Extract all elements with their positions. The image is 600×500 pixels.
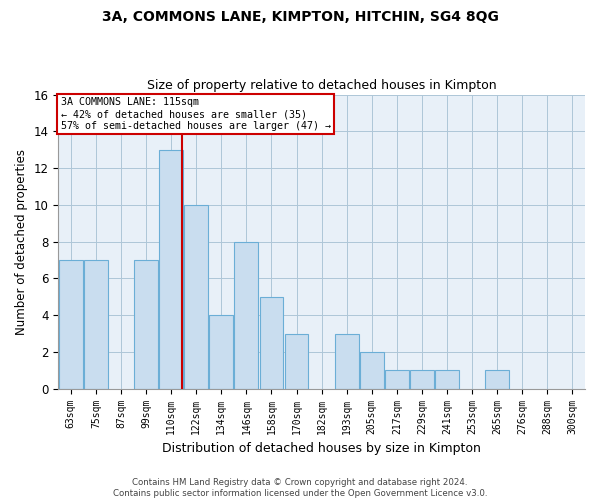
- Text: 3A COMMONS LANE: 115sqm
← 42% of detached houses are smaller (35)
57% of semi-de: 3A COMMONS LANE: 115sqm ← 42% of detache…: [61, 98, 331, 130]
- Bar: [184, 205, 208, 388]
- Bar: [360, 352, 384, 389]
- Bar: [410, 370, 434, 388]
- Text: 3A, COMMONS LANE, KIMPTON, HITCHIN, SG4 8QG: 3A, COMMONS LANE, KIMPTON, HITCHIN, SG4 …: [101, 10, 499, 24]
- Bar: [159, 150, 183, 388]
- Title: Size of property relative to detached houses in Kimpton: Size of property relative to detached ho…: [147, 79, 496, 92]
- Bar: [385, 370, 409, 388]
- Bar: [284, 334, 308, 388]
- Bar: [260, 297, 283, 388]
- Bar: [134, 260, 158, 388]
- Bar: [235, 242, 259, 388]
- Bar: [485, 370, 509, 388]
- Y-axis label: Number of detached properties: Number of detached properties: [15, 148, 28, 334]
- Bar: [84, 260, 108, 388]
- Text: Contains HM Land Registry data © Crown copyright and database right 2024.
Contai: Contains HM Land Registry data © Crown c…: [113, 478, 487, 498]
- Bar: [335, 334, 359, 388]
- Bar: [59, 260, 83, 388]
- Bar: [209, 315, 233, 388]
- Bar: [435, 370, 459, 388]
- X-axis label: Distribution of detached houses by size in Kimpton: Distribution of detached houses by size …: [162, 442, 481, 455]
